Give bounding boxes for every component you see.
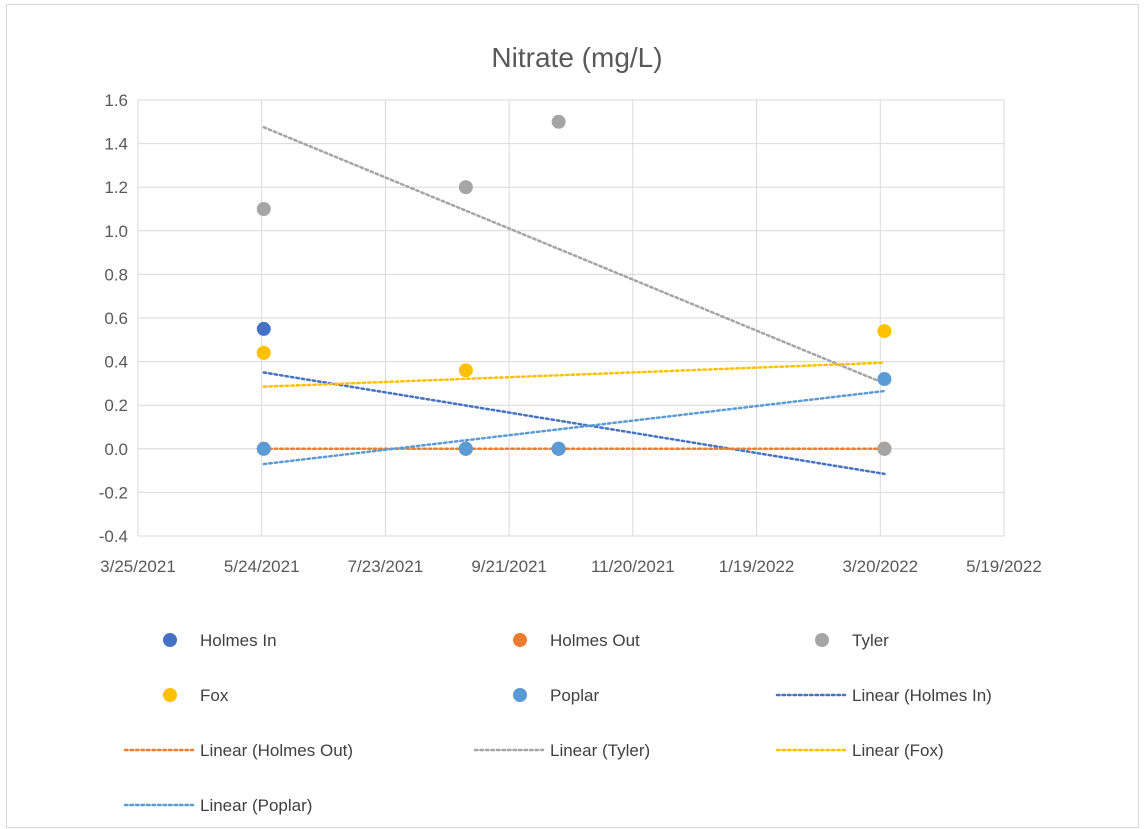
legend-marker: [815, 633, 829, 647]
legend-marker: [513, 633, 527, 647]
point-fox: [458, 363, 473, 378]
y-tick-label: 0.4: [104, 353, 128, 372]
legend-label: Linear (Poplar): [200, 796, 312, 815]
legend-label: Linear (Fox): [852, 741, 944, 760]
chart-title: Nitrate (mg/L): [491, 42, 662, 73]
y-tick-label: 1.4: [104, 135, 128, 154]
x-tick-label: 3/25/2021: [100, 557, 176, 576]
x-tick-label: 1/19/2022: [719, 557, 795, 576]
chart-frame: [6, 4, 1139, 828]
point-tyler: [256, 202, 271, 216]
legend-marker: [163, 688, 177, 702]
y-tick-label: -0.4: [99, 527, 128, 546]
legend-item-linear-holmes-in: Linear (Holmes In): [775, 686, 992, 705]
legend-label: Holmes In: [200, 631, 277, 650]
y-tick-label: 1.6: [104, 91, 128, 110]
point-poplar: [256, 441, 271, 456]
x-tick-label: 9/21/2021: [471, 557, 547, 576]
x-axis-ticks: 3/25/2021 5/24/2021 7/23/2021 9/21/2021 11/2…: [100, 557, 1042, 576]
point-poplar: [551, 441, 566, 456]
trendline-linear-poplar: [262, 389, 886, 466]
point-poplar: [458, 441, 473, 456]
point-holmes-in: [256, 321, 271, 336]
legend-label: Fox: [200, 686, 229, 705]
y-tick-label: 1.2: [104, 178, 128, 197]
legend-item-poplar: Poplar: [513, 686, 599, 705]
legend-item-tyler: Tyler: [815, 631, 889, 650]
y-tick-label: 1.0: [104, 222, 128, 241]
point-poplar: [877, 372, 892, 387]
legend-marker: [163, 633, 177, 647]
y-tick-label: 0.8: [104, 265, 128, 284]
x-tick-label: 3/20/2022: [842, 557, 918, 576]
trendline-linear-holmes-in: [262, 371, 886, 476]
point-fox: [877, 324, 892, 339]
legend-label: Linear (Holmes In): [852, 686, 992, 705]
point-tyler: [458, 180, 473, 195]
point-fox: [256, 345, 271, 360]
y-tick-label: 0.2: [104, 396, 128, 415]
legend-label: Linear (Tyler): [550, 741, 650, 760]
legend-marker: [513, 688, 527, 702]
y-tick-label: 0.6: [104, 309, 128, 328]
data-points: [256, 114, 892, 456]
legend: Holmes In Holmes Out Tyler Fox Poplar Linear …: [123, 631, 992, 815]
y-tick-label: -0.2: [99, 483, 128, 502]
legend-label: Tyler: [852, 631, 889, 650]
y-axis-ticks: 1.6 1.4 1.2 1.0 0.8 0.6 0.4 0.2 0.0 -0.2 -0.4: [99, 91, 128, 546]
legend-item-fox: Fox: [163, 686, 229, 705]
point-tyler: [877, 441, 892, 456]
legend-item-linear-holmes-out: Linear (Holmes Out): [123, 741, 353, 760]
legend-label: Poplar: [550, 686, 599, 705]
legend-label: Linear (Holmes Out): [200, 741, 353, 760]
legend-item-linear-poplar: Linear (Poplar): [123, 796, 312, 815]
legend-item-linear-fox: Linear (Fox): [775, 741, 944, 760]
point-tyler: [551, 114, 566, 129]
legend-label: Holmes Out: [550, 631, 640, 650]
x-tick-label: 11/20/2021: [591, 557, 675, 576]
x-tick-label: 7/23/2021: [348, 557, 424, 576]
legend-item-holmes-in: Holmes In: [163, 631, 277, 650]
trendlines: [262, 126, 886, 476]
x-tick-label: 5/19/2022: [966, 557, 1042, 576]
legend-item-linear-tyler: Linear (Tyler): [473, 741, 650, 760]
gridlines: [137, 99, 1005, 537]
x-tick-label: 5/24/2021: [224, 557, 300, 576]
trendline-linear-tyler: [262, 126, 886, 385]
y-tick-label: 0.0: [104, 440, 128, 459]
legend-item-holmes-out: Holmes Out: [513, 631, 640, 650]
trendline-linear-fox: [262, 361, 886, 388]
